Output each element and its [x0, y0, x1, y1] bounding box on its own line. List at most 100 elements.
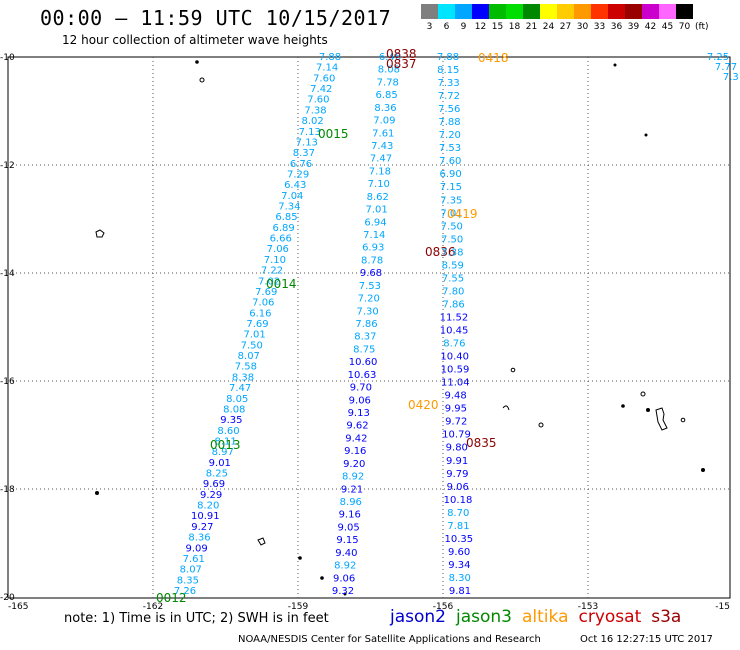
pass-time-label: 0012 [156, 591, 187, 605]
wave-height-value: 6.76 [290, 159, 312, 170]
wave-height-value: 10.59 [441, 365, 470, 376]
satellite-legend: jason2 jason3 altika cryosat s3a [390, 607, 691, 627]
wave-height-value: 7.20 [358, 294, 380, 305]
footer-credit: NOAA/NESDIS Center for Satellite Applica… [238, 634, 541, 645]
wave-height-value: 9.21 [341, 484, 363, 495]
wave-height-value: 6.89 [272, 223, 294, 234]
wave-height-value: 7.60 [439, 156, 461, 167]
wave-height-value: 8.37 [293, 148, 315, 159]
wave-height-value: 9.79 [446, 469, 468, 480]
wave-height-value: 7.09 [373, 116, 395, 127]
wave-height-value: 7.01 [243, 330, 265, 341]
latitude-tick-label: -12 [0, 161, 15, 171]
wave-height-value: 9.27 [191, 522, 213, 533]
wave-height-value: 6.66 [270, 234, 292, 245]
island [538, 422, 544, 428]
island [701, 468, 705, 472]
wave-height-value: 7.06 [252, 298, 274, 309]
island [680, 417, 686, 423]
wave-height-value: 7.18 [369, 166, 391, 177]
scale-label: 27 [559, 22, 572, 32]
track-jason2: 7.268.358.077.619.098.369.2710.918.209.2… [156, 52, 349, 605]
wave-height-value: 7.58 [235, 362, 257, 373]
wave-height-value: 8.05 [226, 394, 248, 405]
wave-height-value: 7.50 [441, 234, 463, 245]
island [320, 576, 324, 580]
units-note: note: 1) Time is in UTC; 2) SWH is in fe… [64, 611, 329, 626]
scale-label: 3 [426, 22, 433, 32]
island [646, 408, 650, 412]
scale-swatch [421, 4, 438, 19]
wave-height-value: 7.88 [319, 52, 341, 63]
scale-unit: (ft) [695, 22, 709, 32]
scale-label: 6 [443, 22, 450, 32]
wave-height-value: 9.13 [348, 408, 370, 419]
scale-label: 70 [678, 22, 691, 32]
scale-label: 9 [460, 22, 467, 32]
scale-swatch [540, 4, 557, 19]
wave-height-value: 8.36 [374, 103, 396, 114]
wave-height-value: 9.48 [444, 391, 466, 402]
scale-label: 42 [644, 22, 657, 32]
legend-cryosat: cryosat [578, 607, 642, 627]
lat-lon-grid [8, 57, 730, 598]
wave-height-value: 7.55 [442, 273, 464, 284]
wave-height-value: 8.08 [223, 404, 245, 415]
wave-height-value: 8.37 [354, 332, 376, 343]
legend-jason2: jason2 [390, 607, 446, 627]
island [343, 592, 347, 596]
wave-height-value: 9.68 [360, 268, 382, 279]
wave-height-value: 6.93 [362, 243, 384, 254]
wave-height-value: 8.02 [301, 116, 323, 127]
longitude-tick-label: -165 [8, 602, 28, 612]
pass-time-label: 0013 [210, 438, 241, 452]
wave-height-value: 7.50 [241, 340, 263, 351]
wave-height-value: 7.04 [281, 191, 303, 202]
wave-height-value: 9.62 [346, 421, 368, 432]
wave-height-value: 7.88 [437, 52, 459, 63]
island-outlines [95, 60, 705, 596]
pass-time-label: 0835 [466, 436, 497, 450]
map-title: 00:00 – 11:59 UTC 10/15/2017 [40, 6, 392, 30]
wave-height-value: 9.06 [349, 395, 371, 406]
scale-label: 21 [525, 22, 538, 32]
wave-height-value: 7.69 [246, 319, 268, 330]
wave-height-value: 7.38 [304, 105, 326, 116]
wave-height-value: 6.46 [379, 52, 401, 63]
pass-time-label: 0014 [266, 277, 297, 291]
island [644, 133, 648, 137]
longitude-tick-label: -162 [143, 602, 163, 612]
satellite-tracks: 7.268.358.077.619.098.369.2710.918.209.2… [156, 47, 740, 605]
wave-height-value: 7.77 [715, 62, 737, 73]
pass-time-label: 0837 [386, 57, 417, 71]
island [502, 405, 510, 411]
wave-height-value: 7.43 [371, 141, 393, 152]
wave-height-value: 7.56 [438, 104, 460, 115]
track-altika: 9.81 8.30 9.34 9.60 10.35 7.81 8.70 10.18 9.06 9.… [408, 51, 509, 597]
wave-height-value: 8.11 [214, 437, 236, 448]
wave-height-value: 7.47 [229, 383, 251, 394]
legend-altika: altika [522, 607, 569, 627]
legend-s3a: s3a [651, 607, 682, 627]
wave-height-value: 9.06 [333, 573, 355, 584]
wave-height-value: 7.61 [372, 128, 394, 139]
wave-height-value: 9.06 [447, 482, 469, 493]
wave-height-value: 6.16 [249, 308, 271, 319]
wave-height-value: 11.04 [441, 378, 470, 389]
wave-height-value: 7.38 [441, 247, 463, 258]
scale-swatch [523, 4, 540, 19]
island [613, 63, 617, 67]
wave-height-value: 9.34 [448, 560, 470, 571]
wave-height-value: 10.40 [440, 352, 469, 363]
map-subtitle: 12 hour collection of altimeter wave hei… [62, 33, 328, 47]
wave-height-value: 7.72 [438, 91, 460, 102]
wave-height-value: 8.08 [378, 65, 400, 76]
wave-height-value: 11.52 [440, 313, 469, 324]
wave-height-value: 7.01 [365, 205, 387, 216]
scale-swatch [455, 4, 472, 19]
wave-height-value: 9.32 [332, 586, 354, 597]
scale-label: 39 [627, 22, 640, 32]
scale-swatch [625, 4, 642, 19]
wave-height-value: 10.35 [444, 534, 473, 545]
